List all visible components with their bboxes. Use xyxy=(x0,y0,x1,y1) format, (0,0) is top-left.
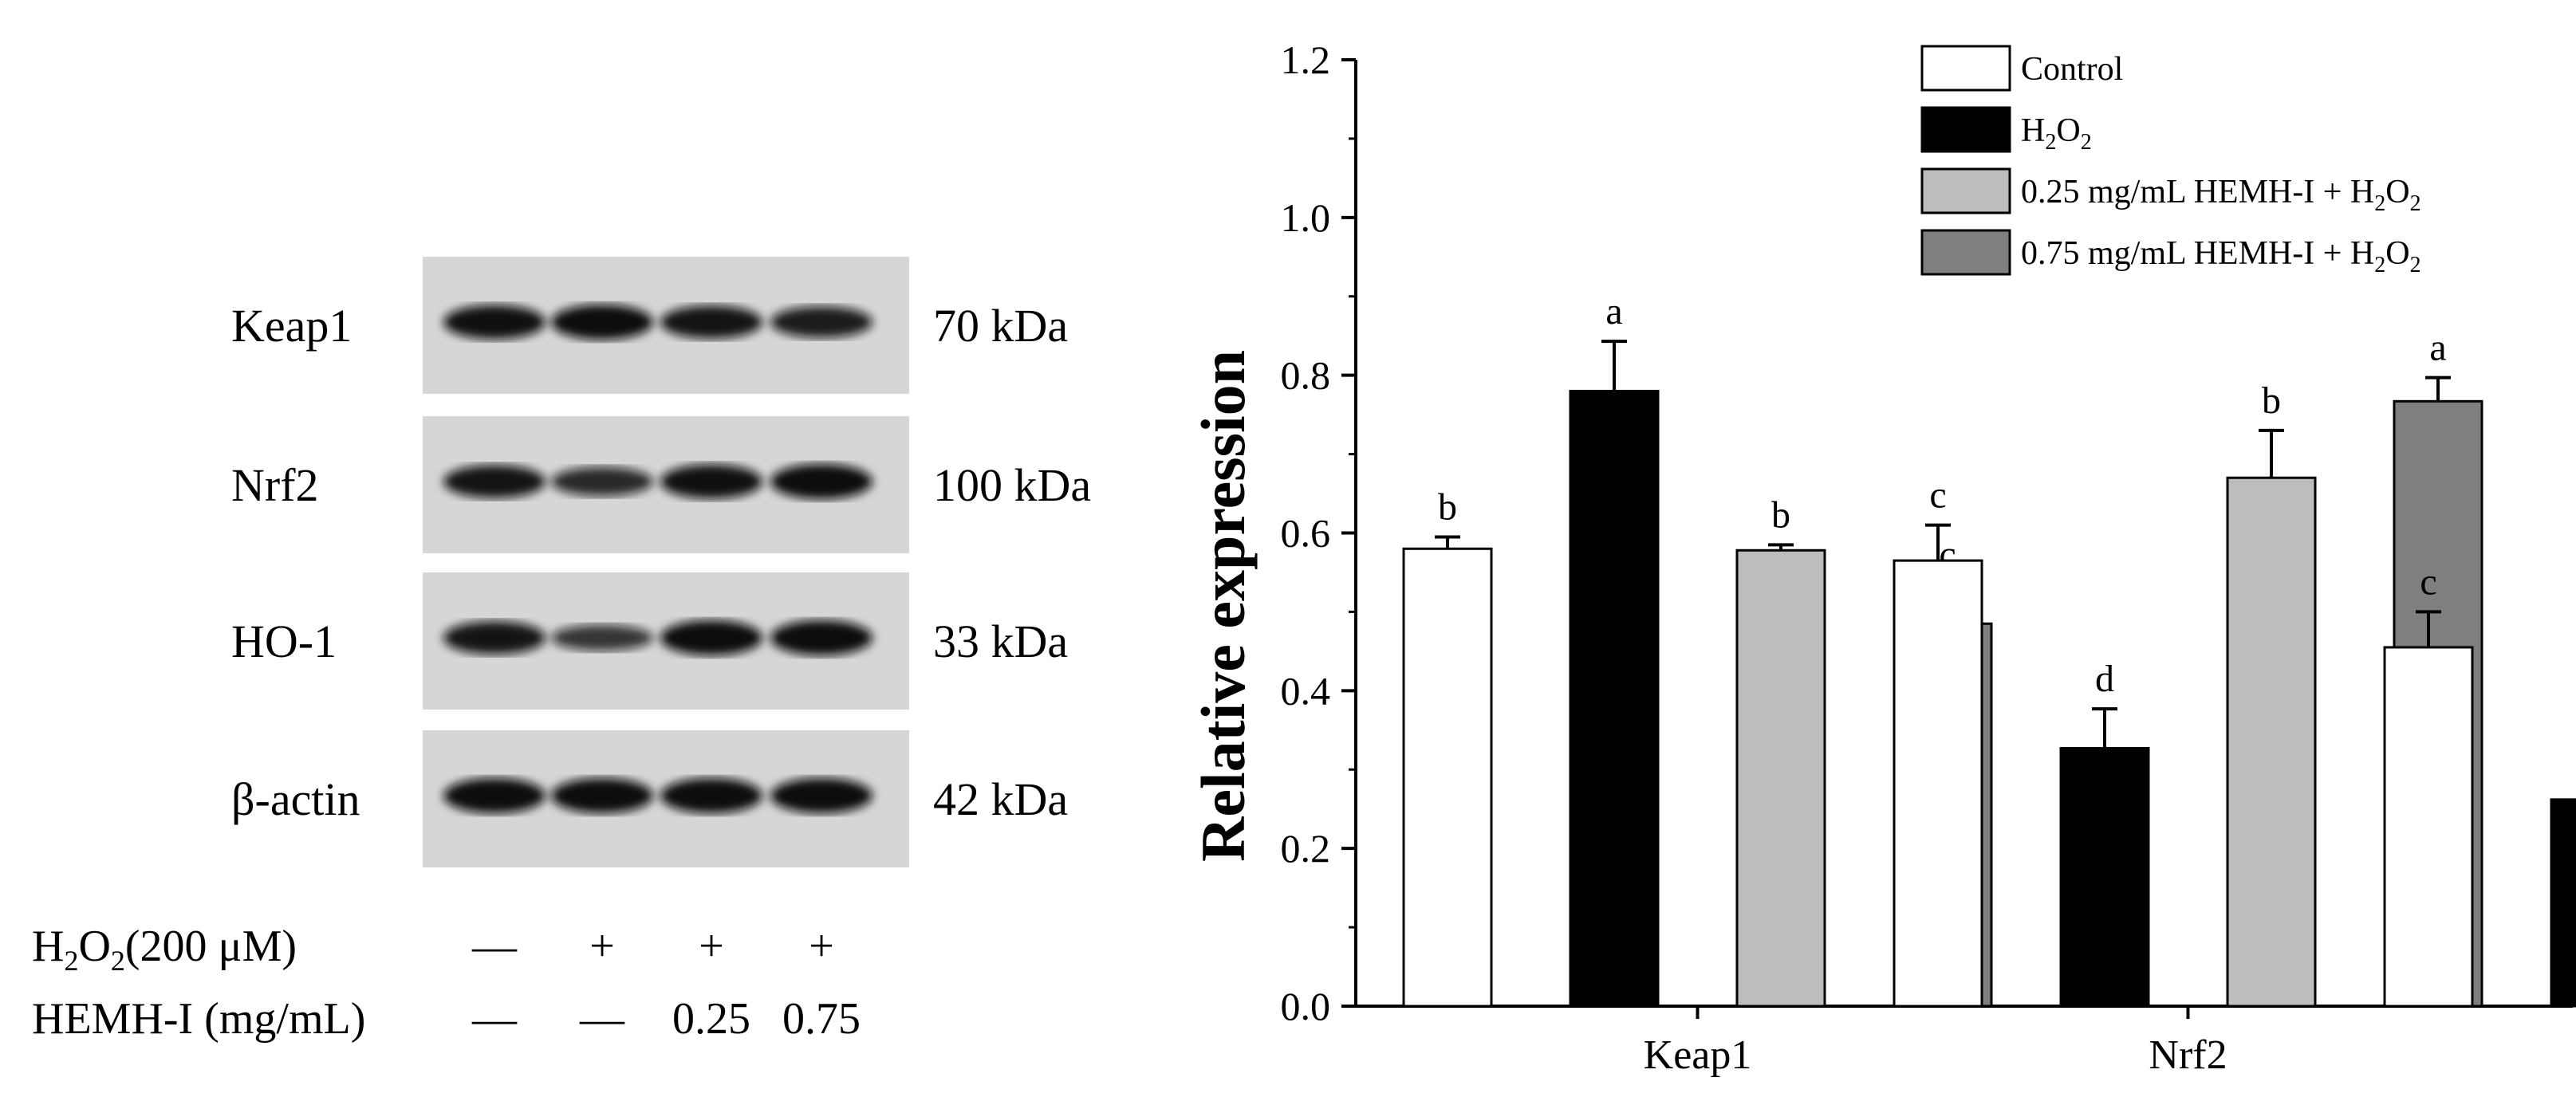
protein-label: β-actin xyxy=(231,773,360,825)
bar xyxy=(2383,646,2474,1008)
y-axis-label: Relative expression xyxy=(1188,350,1258,862)
legend-label: H2O2 xyxy=(2021,112,2092,155)
significance-letter: a xyxy=(1605,290,1622,332)
condition-value: 0.25 xyxy=(672,994,750,1044)
western-blot-panel: Keap1 70 kDa Nrf2 100 kDa HO-1 33 kDa β-actin 4… xyxy=(231,257,1091,867)
condition-value: 0.75 xyxy=(782,994,861,1044)
condition-value: + xyxy=(589,922,615,971)
protein-band xyxy=(770,620,872,655)
protein-band xyxy=(443,465,546,498)
bars: babccdbacdba xyxy=(1402,290,2576,1008)
protein-band xyxy=(551,778,653,813)
y-tick-label: 0.8 xyxy=(1281,353,1331,398)
protein-band xyxy=(443,778,546,813)
molecular-weight-label: 100 kDa xyxy=(933,459,1091,511)
protein-band xyxy=(770,778,872,813)
molecular-weight-label: 33 kDa xyxy=(933,615,1068,667)
legend-label: 0.25 mg/mL HEMH-I + H2O2 xyxy=(2021,174,2421,216)
legend-swatch xyxy=(1920,45,2011,92)
condition-value: + xyxy=(699,922,724,971)
bar xyxy=(2059,747,2150,1008)
protein-label: Nrf2 xyxy=(231,459,319,511)
bar-chart: Relative expression 0.0 0.2 0.4 0.6 0.8 1.0 1.… xyxy=(1188,37,2576,1078)
significance-letter: c xyxy=(2420,560,2436,603)
bar xyxy=(2226,476,2317,1008)
significance-letter: b xyxy=(1771,494,1790,536)
significance-letter: a xyxy=(2429,327,2446,369)
legend-swatch xyxy=(1920,106,2011,153)
significance-letter: b xyxy=(1438,486,1457,528)
y-tick-label: 1.2 xyxy=(1281,37,1331,82)
protein-band xyxy=(660,778,762,813)
protein-band xyxy=(443,621,546,655)
bar xyxy=(1893,559,1983,1008)
protein-band xyxy=(660,464,762,499)
protein-band xyxy=(770,306,872,338)
condition-value: + xyxy=(809,922,834,971)
protein-band xyxy=(551,466,653,497)
protein-label: HO-1 xyxy=(231,615,337,667)
significance-letter: c xyxy=(1929,474,1946,517)
legend-swatch xyxy=(1920,229,2011,276)
condition-value: — xyxy=(471,994,518,1044)
significance-letter: d xyxy=(2095,658,2114,700)
protein-label: Keap1 xyxy=(231,300,352,352)
legend-label: Control xyxy=(2021,51,2123,88)
bar xyxy=(1735,549,1826,1008)
protein-band xyxy=(551,624,653,651)
hemh-condition-label: HEMH-I (mg/mL) xyxy=(32,994,365,1044)
protein-band xyxy=(551,305,653,340)
molecular-weight-label: 70 kDa xyxy=(933,300,1068,352)
protein-band xyxy=(660,620,762,655)
protein-band xyxy=(770,464,872,499)
x-tick-label: Nrf2 xyxy=(2149,1032,2227,1078)
condition-value: — xyxy=(579,994,625,1044)
condition-value: — xyxy=(471,922,518,971)
y-tick-label: 0.6 xyxy=(1281,511,1331,556)
bar xyxy=(2550,798,2576,1008)
legend-swatch xyxy=(1920,167,2011,214)
protein-band xyxy=(660,305,762,339)
bar xyxy=(1569,389,1660,1008)
treatment-conditions: H2O2(200 μM) HEMH-I (mg/mL) — + + + — — 0.25 0.… xyxy=(32,922,861,1044)
y-tick-label: 0.2 xyxy=(1281,826,1331,871)
legend: Control H2O2 0.25 mg/mL HEMH-I + H2O2 0.75 … xyxy=(1920,45,2421,277)
y-tick-label: 0.4 xyxy=(1281,668,1331,713)
protein-band xyxy=(443,305,546,340)
legend-label: 0.75 mg/mL HEMH-I + H2O2 xyxy=(2021,235,2421,277)
significance-letter: b xyxy=(2262,379,2281,422)
y-tick-label: 0.0 xyxy=(1281,984,1331,1028)
y-tick-label: 1.0 xyxy=(1281,195,1331,240)
x-tick-label: Keap1 xyxy=(1644,1032,1752,1078)
h2o2-condition-label: H2O2(200 μM) xyxy=(32,922,297,977)
molecular-weight-label: 42 kDa xyxy=(933,773,1068,825)
bar xyxy=(1402,547,1493,1008)
